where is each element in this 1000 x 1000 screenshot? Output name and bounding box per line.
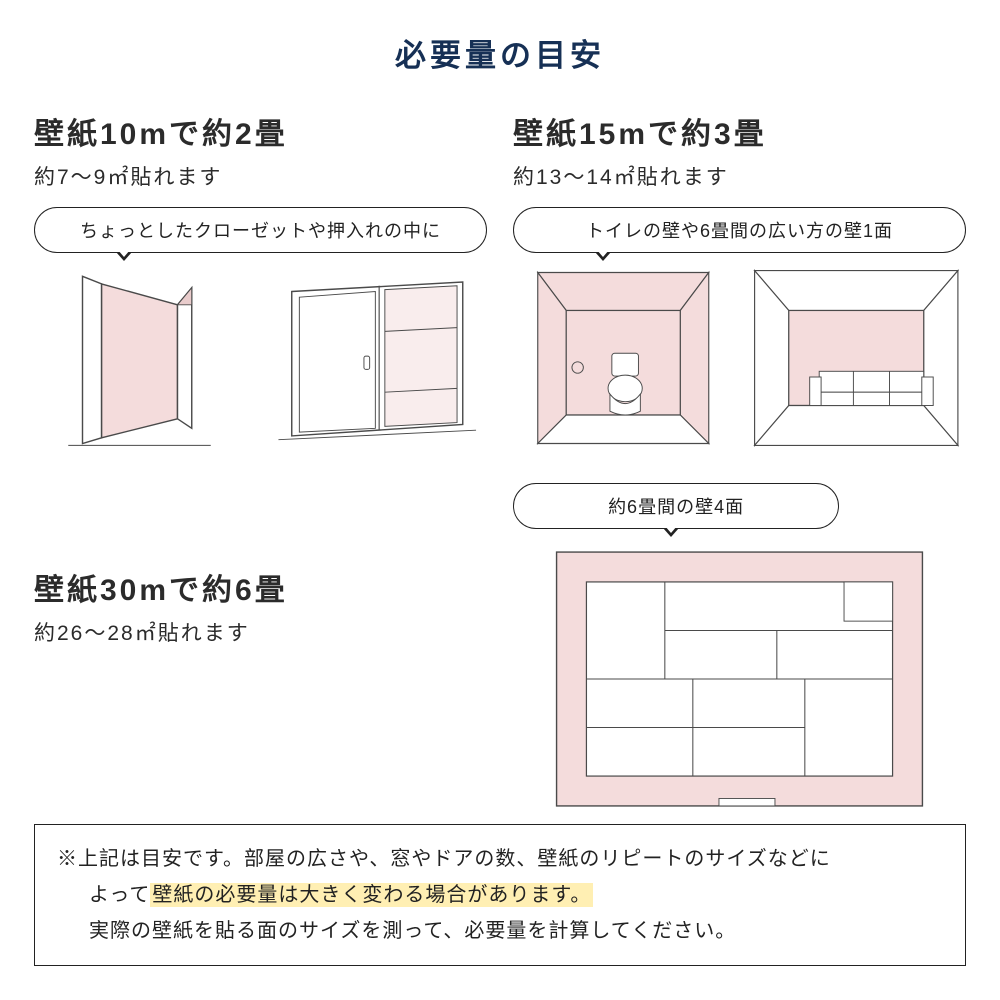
note-highlight: 壁紙の必要量は大きく変わる場合があります。 xyxy=(150,883,593,907)
disclaimer-note: ※上記は目安です。部屋の広さや、窓やドアの数、壁紙のリピートのサイズなどに よっ… xyxy=(34,824,966,966)
section-15m: 壁紙15mで約3畳 約13～14㎡貼れます トイレの壁や6畳間の広い方の壁1面 xyxy=(513,109,966,453)
content-grid: 壁紙10mで約2畳 約7～9㎡貼れます ちょっとしたクローゼットや押入れの中に xyxy=(34,109,966,819)
illustration-row xyxy=(34,263,487,453)
bubble-tail-icon xyxy=(663,528,679,537)
section-heading: 壁紙10mで約2畳 xyxy=(34,109,487,153)
section-heading: 壁紙30mで約6畳 xyxy=(34,565,487,609)
bubble-text: 約6畳間の壁4面 xyxy=(608,497,744,517)
bubble-tail-icon xyxy=(595,252,611,261)
note-line-2-prefix: よって xyxy=(89,884,150,906)
note-line-1: ※上記は目安です。部屋の広さや、窓やドアの数、壁紙のリピートのサイズなどに xyxy=(57,841,943,877)
room-floorplan-illustration xyxy=(513,539,966,819)
section-subheading: 約7～9㎡貼れます xyxy=(34,161,487,191)
speech-bubble: トイレの壁や6畳間の広い方の壁1面 xyxy=(513,207,966,253)
section-10m: 壁紙10mで約2畳 約7～9㎡貼れます ちょっとしたクローゼットや押入れの中に xyxy=(34,109,487,453)
note-line-3: 実際の壁紙を貼る面のサイズを測って、必要量を計算してください。 xyxy=(57,913,943,949)
section-30m-wrap: 壁紙30mで約6畳 約26～28㎡貼れます 約6畳間の壁4面 xyxy=(34,483,966,819)
section-heading: 壁紙15mで約3畳 xyxy=(513,109,966,153)
section-30m: 壁紙30mで約6畳 約26～28㎡貼れます xyxy=(34,483,487,663)
page-title: 必要量の目安 xyxy=(34,30,966,75)
bubble-tail-icon xyxy=(116,252,132,261)
illustration-row xyxy=(513,263,966,453)
sliding-door-illustration xyxy=(267,263,488,453)
toilet-room-illustration xyxy=(513,263,734,453)
closet-open-illustration xyxy=(34,263,255,453)
living-room-illustration xyxy=(746,263,967,453)
note-line-2: よって壁紙の必要量は大きく変わる場合があります。 xyxy=(57,877,943,913)
bubble-text: ちょっとしたクローゼットや押入れの中に xyxy=(80,221,441,241)
section-subheading: 約13～14㎡貼れます xyxy=(513,161,966,191)
speech-bubble: ちょっとしたクローゼットや押入れの中に xyxy=(34,207,487,253)
section-30m-visual: 約6畳間の壁4面 xyxy=(513,483,966,819)
bubble-text: トイレの壁や6畳間の広い方の壁1面 xyxy=(586,221,893,241)
section-subheading: 約26～28㎡貼れます xyxy=(34,617,487,647)
speech-bubble: 約6畳間の壁4面 xyxy=(513,483,839,529)
